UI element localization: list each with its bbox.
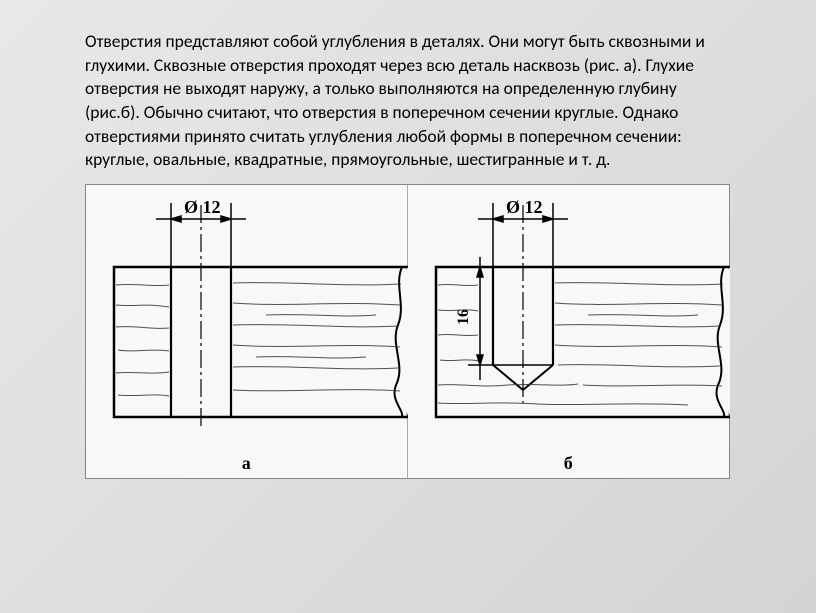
dim-label-b: Ø 12 <box>506 197 543 217</box>
label-a: а <box>242 453 251 474</box>
technical-diagram: Ø 12 <box>85 184 730 479</box>
diagram-b: Ø 12 16 <box>408 185 730 478</box>
dim-depth-label: 16 <box>455 309 472 325</box>
diagram-a: Ø 12 <box>86 185 408 478</box>
dim-label-a: Ø 12 <box>184 197 221 217</box>
label-b: б <box>564 453 573 474</box>
main-text: Отверстия представляют собой углубления … <box>85 30 731 172</box>
